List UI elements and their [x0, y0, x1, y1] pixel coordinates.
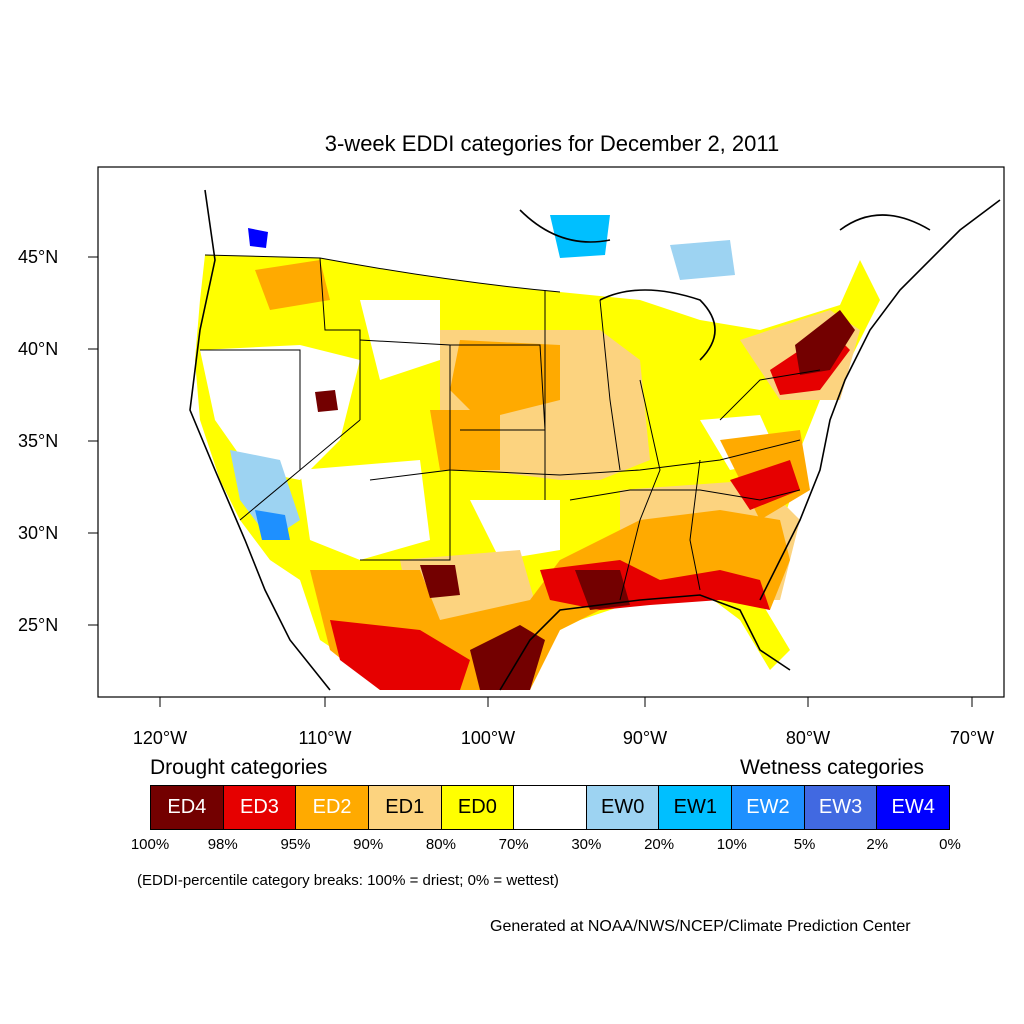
ed4-northeast	[795, 310, 855, 375]
legend-swatch-ew4: EW4	[877, 786, 950, 829]
state-borders	[200, 254, 821, 601]
neutral-north	[360, 300, 440, 380]
map-plot-area	[189, 170, 1001, 691]
lat-label-45: 45°N	[18, 247, 59, 267]
axis-ticks	[88, 256, 973, 707]
lon-label-120: 120°W	[132, 728, 188, 748]
ed4-utah	[315, 390, 338, 412]
lat-label-25: 25°N	[18, 615, 59, 635]
legend-swatch-ed2: ED2	[296, 786, 369, 829]
ed2-northwest	[255, 260, 330, 310]
drought-heading: Drought categories	[150, 756, 328, 779]
lat-label-35: 35°N	[18, 431, 59, 451]
lon-label-110: 110°W	[298, 728, 352, 748]
legend-swatch-neutral	[514, 786, 587, 829]
break-label: 70%	[498, 836, 529, 853]
ed4-south-texas	[470, 625, 545, 690]
legend-swatch-ed0: ED0	[441, 786, 515, 829]
break-label: 30%	[571, 836, 602, 853]
ed4-louisiana	[575, 570, 630, 610]
lon-label-90: 90°W	[622, 728, 668, 748]
lat-label-30: 30°N	[18, 523, 59, 543]
ew4-washington	[248, 228, 268, 248]
ed3-texas-mexico	[330, 620, 470, 690]
break-label: 20%	[644, 836, 675, 853]
legend-swatch-ed3: ED3	[223, 786, 297, 829]
lon-label-80: 80°W	[785, 728, 831, 748]
ed2-kansas	[430, 410, 500, 470]
ew0-ontario	[670, 240, 735, 280]
ew2-california	[255, 510, 290, 540]
lon-label-70: 70°W	[949, 728, 995, 748]
break-label: 100%	[130, 836, 170, 853]
legend-swatch-ew1: EW1	[659, 786, 733, 829]
break-label: 10%	[716, 836, 747, 853]
break-label: 98%	[207, 836, 238, 853]
break-label: 2%	[866, 836, 889, 853]
legend-note: (EDDI-percentile category breaks: 100% =…	[137, 872, 559, 889]
break-label: 90%	[353, 836, 384, 853]
neutral-west	[200, 345, 360, 480]
neutral-plains	[470, 500, 560, 560]
legend-swatch-ew3: EW3	[804, 786, 878, 829]
ed4-west-texas	[420, 565, 460, 598]
legend-swatch-ed1: ED1	[368, 786, 442, 829]
ew1-superior	[550, 215, 610, 258]
break-label: 80%	[425, 836, 456, 853]
wetness-heading: Wetness categories	[740, 756, 925, 779]
lon-label-100: 100°W	[460, 728, 516, 748]
coastlines	[189, 189, 1001, 691]
legend-swatch-ew2: EW2	[732, 786, 805, 829]
neutral-southwest	[300, 460, 430, 560]
lat-label-40: 40°N	[18, 339, 59, 359]
ed2-plains	[450, 340, 560, 420]
break-label: 95%	[280, 836, 311, 853]
break-label: 0%	[939, 836, 961, 853]
category-legend: ED4 ED3 ED2 ED1 ED0 EW0 EW1 EW2 EW3 EW4	[150, 785, 950, 830]
break-label: 5%	[793, 836, 816, 853]
legend-swatch-ed4: ED4	[151, 786, 224, 829]
map-title-text: 3-week EDDI categories for December 2, 2…	[324, 131, 780, 156]
map-border	[97, 166, 1005, 698]
legend-swatch-ew0: EW0	[586, 786, 660, 829]
credit-line: Generated at NOAA/NWS/NCEP/Climate Predi…	[490, 918, 911, 935]
